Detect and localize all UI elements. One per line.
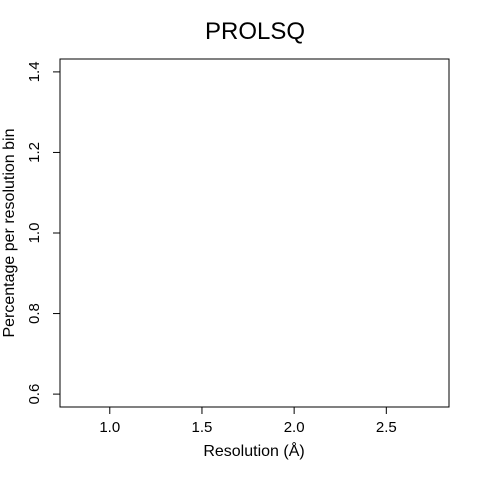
x-tick-label: 2.5 <box>376 419 397 436</box>
x-tick-label: 2.0 <box>284 419 305 436</box>
y-tick-label: 0.6 <box>26 384 43 405</box>
x-axis-label: Resolution (Å) <box>203 441 304 460</box>
y-tick-label: 1.4 <box>26 61 43 82</box>
y-axis-label: Percentage per resolution bin <box>1 128 18 337</box>
x-tick-label: 1.0 <box>99 419 120 436</box>
x-tick-label: 1.5 <box>192 419 213 436</box>
y-tick-label: 0.8 <box>26 303 43 324</box>
y-tick-label: 1.0 <box>26 223 43 244</box>
y-tick-label: 1.2 <box>26 142 43 163</box>
chart-title: PROLSQ <box>205 18 305 45</box>
